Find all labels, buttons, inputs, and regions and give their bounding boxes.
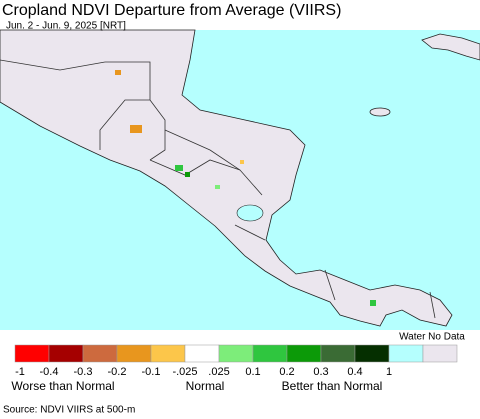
legend-group-label: Worse than Normal: [11, 379, 114, 393]
legend-swatch: [354, 344, 390, 363]
legend-swatch: [82, 344, 118, 363]
legend-tick-label: 0.1: [245, 366, 260, 378]
legend-extra-label: Water No Data: [399, 332, 465, 343]
legend-tick-label: -.025: [172, 366, 197, 378]
legend-swatch: [116, 344, 152, 363]
legend-swatch: [286, 344, 322, 363]
legend-tick-label: 0.2: [279, 366, 294, 378]
subtitle: Jun. 2 - Jun. 9, 2025 [NRT]: [6, 21, 126, 32]
border: [0, 59, 106, 71]
source: Source: NDVI VIIRS at 500-m: [3, 405, 135, 416]
border: [149, 159, 241, 176]
pixel-cluster: [240, 160, 244, 164]
map: [0, 29, 480, 330]
legend-swatch: [14, 344, 50, 363]
legend-group-label: Normal: [186, 379, 225, 393]
pixel-cluster: [115, 70, 121, 75]
legend-tick-label: -1: [15, 366, 25, 378]
legend-swatch: [320, 344, 356, 363]
legend-group-label: Better than Normal: [282, 379, 383, 393]
pixel-cluster: [185, 172, 190, 177]
border: [429, 291, 436, 319]
legend-tick-label: 0.4: [347, 366, 362, 378]
pixel-cluster: [370, 300, 376, 306]
ndvi-pixels: [115, 70, 376, 306]
legend-swatch: [48, 344, 84, 363]
legend-swatch: [184, 344, 220, 363]
legend-swatch: [218, 344, 254, 363]
island: [421, 33, 480, 61]
border: [164, 129, 263, 196]
lake: [236, 204, 264, 222]
legend-swatch: [388, 344, 424, 363]
border: [99, 61, 151, 150]
land: [0, 29, 453, 327]
legend-tick-label: -0.2: [108, 366, 127, 378]
title: Cropland NDVI Departure from Average (VI…: [2, 2, 341, 19]
pixel-cluster: [175, 165, 183, 171]
legend-tick-label: -0.1: [142, 366, 161, 378]
island: [369, 107, 391, 117]
border: [149, 99, 166, 161]
legend-swatch: [422, 344, 458, 363]
legend-swatch: [252, 344, 288, 363]
border: [234, 224, 266, 241]
legend-tick-label: -0.4: [40, 366, 59, 378]
legend-tick-label: -0.3: [74, 366, 93, 378]
border: [324, 269, 336, 301]
legend-tick-label: 0.3: [313, 366, 328, 378]
legend-swatch: [150, 344, 186, 363]
pixel-cluster: [215, 185, 220, 189]
legend-tick-label: 1: [386, 366, 392, 378]
borders: [0, 59, 436, 319]
pixel-cluster: [130, 125, 142, 133]
legend-tick-label: .025: [208, 366, 229, 378]
